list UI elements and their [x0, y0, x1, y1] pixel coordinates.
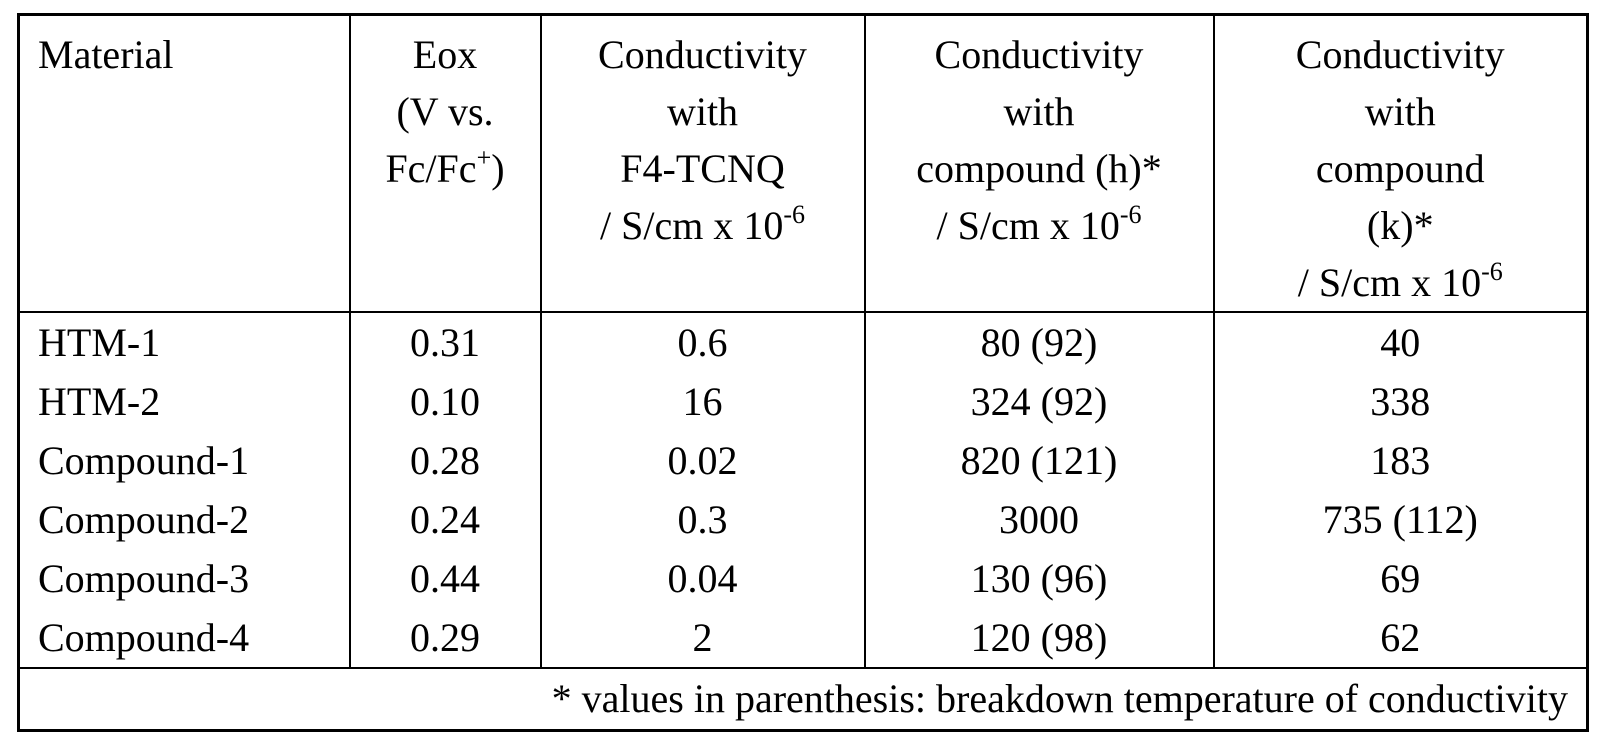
superscript: -6 — [783, 200, 805, 229]
data-cell: 735 (112) — [1214, 490, 1588, 549]
data-cell: Compound-1 — [19, 431, 350, 490]
header-line: compound — [1233, 140, 1569, 197]
data-cell: 0.6 — [541, 312, 865, 372]
data-cell: Compound-3 — [19, 549, 350, 608]
header-line: / S/cm x 10-6 — [884, 197, 1195, 254]
data-cell: 820 (121) — [865, 431, 1214, 490]
data-cell: 2 — [541, 608, 865, 668]
header-cell: Conductivitywithcompound (h)*/ S/cm x 10… — [865, 15, 1214, 313]
footnote: * values in parenthesis: breakdown tempe… — [19, 668, 1588, 731]
superscript: -6 — [1120, 200, 1142, 229]
data-cell: 0.31 — [350, 312, 541, 372]
data-cell: 0.28 — [350, 431, 541, 490]
header-cell: Eox(V vs.Fc/Fc+) — [350, 15, 541, 313]
header-line: (k)* — [1233, 197, 1569, 254]
data-cell: HTM-1 — [19, 312, 350, 372]
header-line: Conductivity — [1233, 26, 1569, 83]
header-text: Fc/Fc — [385, 146, 476, 191]
header-line: Conductivity — [884, 26, 1195, 83]
data-cell: 338 — [1214, 372, 1588, 431]
header-cell: Conductivitywithcompound(k)*/ S/cm x 10-… — [1214, 15, 1588, 313]
header-text: ) — [491, 146, 504, 191]
data-cell: 0.04 — [541, 549, 865, 608]
header-text: / S/cm x 10 — [936, 203, 1119, 248]
data-cell: 130 (96) — [865, 549, 1214, 608]
header-line: Fc/Fc+) — [369, 140, 522, 197]
data-row: Compound-10.280.02820 (121)183 — [19, 431, 1588, 490]
data-cell: 0.24 — [350, 490, 541, 549]
data-cell: 16 — [541, 372, 865, 431]
header-line: with — [560, 83, 846, 140]
superscript: -6 — [1481, 257, 1503, 286]
data-cell: Compound-4 — [19, 608, 350, 668]
data-cell: 0.44 — [350, 549, 541, 608]
data-cell: Compound-2 — [19, 490, 350, 549]
header-line: compound (h)* — [884, 140, 1195, 197]
data-row: Compound-20.240.33000735 (112) — [19, 490, 1588, 549]
header-line: with — [1233, 83, 1569, 140]
header-row: MaterialEox(V vs.Fc/Fc+)Conductivitywith… — [19, 15, 1588, 313]
data-cell: 0.02 — [541, 431, 865, 490]
header-line: Conductivity — [560, 26, 846, 83]
footnote-row: * values in parenthesis: breakdown tempe… — [19, 668, 1588, 731]
header-line: F4-TCNQ — [560, 140, 846, 197]
header-text: / S/cm x 10 — [600, 203, 783, 248]
data-cell: 80 (92) — [865, 312, 1214, 372]
data-row: Compound-40.292120 (98)62 — [19, 608, 1588, 668]
data-cell: 324 (92) — [865, 372, 1214, 431]
header-line: / S/cm x 10-6 — [1233, 254, 1569, 311]
header-cell: ConductivitywithF4-TCNQ/ S/cm x 10-6 — [541, 15, 865, 313]
header-line: (V vs. — [369, 83, 522, 140]
data-cell: 120 (98) — [865, 608, 1214, 668]
data-cell: 3000 — [865, 490, 1214, 549]
data-cell: 0.29 — [350, 608, 541, 668]
data-table: MaterialEox(V vs.Fc/Fc+)Conductivitywith… — [17, 13, 1589, 732]
header-line: with — [884, 83, 1195, 140]
header-text: / S/cm x 10 — [1298, 260, 1481, 305]
superscript: + — [477, 143, 492, 172]
data-cell: 62 — [1214, 608, 1588, 668]
header-line: / S/cm x 10-6 — [560, 197, 846, 254]
data-row: HTM-20.1016324 (92)338 — [19, 372, 1588, 431]
data-cell: 0.3 — [541, 490, 865, 549]
data-cell: HTM-2 — [19, 372, 350, 431]
data-row: Compound-30.440.04130 (96)69 — [19, 549, 1588, 608]
data-cell: 183 — [1214, 431, 1588, 490]
data-cell: 40 — [1214, 312, 1588, 372]
header-line: Eox — [369, 26, 522, 83]
data-cell: 69 — [1214, 549, 1588, 608]
header-cell: Material — [19, 15, 350, 313]
data-row: HTM-10.310.680 (92)40 — [19, 312, 1588, 372]
data-cell: 0.10 — [350, 372, 541, 431]
table-body: MaterialEox(V vs.Fc/Fc+)Conductivitywith… — [19, 15, 1588, 731]
header-line: Material — [38, 26, 331, 83]
